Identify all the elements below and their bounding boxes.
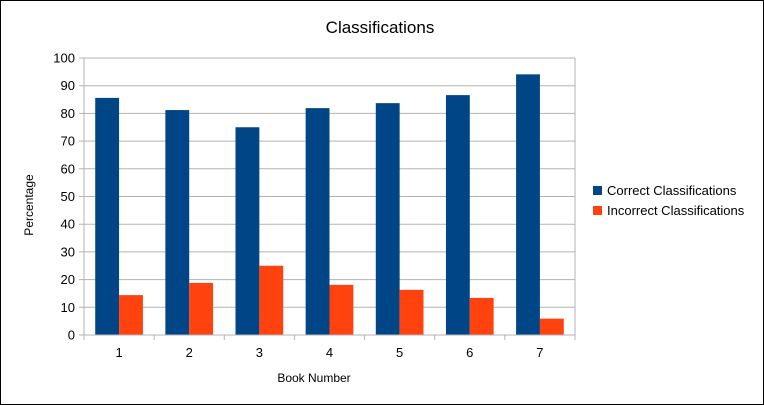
y-tick-label: 20 — [61, 272, 75, 287]
x-tick-labels: 1 2 3 4 5 6 7 — [115, 345, 543, 360]
y-tick-label: 80 — [61, 106, 75, 121]
bar-incorrect-6 — [469, 297, 494, 335]
y-tick-label: 90 — [61, 78, 75, 93]
bar-correct-3 — [235, 127, 260, 335]
x-axis-label: Book Number — [277, 371, 350, 385]
y-tick-label: 0 — [68, 328, 75, 343]
bar-incorrect-2 — [189, 282, 214, 335]
legend-swatch — [593, 206, 602, 215]
x-tick-label: 7 — [536, 345, 543, 360]
bar-incorrect-5 — [399, 289, 424, 335]
axes — [83, 58, 576, 340]
y-tick-label: 70 — [61, 134, 75, 149]
bar-correct-7 — [516, 74, 540, 335]
bar-correct-1 — [95, 97, 120, 335]
bar-incorrect-3 — [259, 265, 284, 335]
y-axis-label: Percentage — [22, 174, 36, 236]
bar-correct-4 — [305, 108, 330, 336]
legend-label: Correct Classifications — [607, 183, 737, 198]
x-tick-label: 3 — [256, 345, 263, 360]
x-tick-label: 2 — [186, 345, 193, 360]
bar-correct-2 — [165, 110, 190, 336]
x-tick-label: 4 — [326, 345, 333, 360]
bar-incorrect-1 — [119, 295, 143, 335]
x-tick-label: 6 — [466, 345, 473, 360]
bar-correct-6 — [445, 95, 470, 335]
y-tick-label: 100 — [53, 51, 75, 66]
y-tick-label: 60 — [61, 161, 75, 176]
bars — [95, 74, 564, 336]
chart-title: Classifications — [326, 18, 435, 37]
bar-incorrect-7 — [539, 318, 564, 335]
legend: Correct Classifications Incorrect Classif… — [593, 183, 745, 218]
y-tick-label: 40 — [61, 217, 75, 232]
x-tick-label: 1 — [115, 345, 122, 360]
y-tick-label: 50 — [61, 189, 75, 204]
y-tick-labels: 0 10 20 30 40 50 60 70 80 90 100 — [53, 51, 75, 343]
bar-incorrect-4 — [329, 284, 354, 335]
y-tick-label: 10 — [61, 300, 75, 315]
x-tick-label: 5 — [396, 345, 403, 360]
y-tick-label: 30 — [61, 244, 75, 259]
bar-correct-5 — [375, 103, 400, 335]
legend-label: Incorrect Classifications — [607, 203, 745, 218]
legend-swatch — [593, 186, 602, 195]
